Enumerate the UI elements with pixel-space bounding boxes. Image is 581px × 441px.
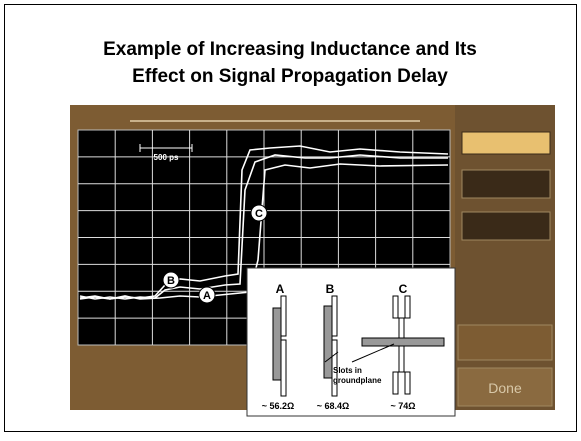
panel-field (461, 211, 551, 241)
marker-label: B (167, 275, 175, 287)
column-label: B (326, 282, 335, 296)
waveform (79, 145, 449, 300)
done-button[interactable] (457, 367, 553, 407)
marker: C (250, 204, 268, 222)
waveforms (79, 145, 449, 300)
impedance: ~ 74Ω (391, 401, 416, 411)
annotation: groundplane (333, 376, 382, 385)
trace-a (272, 295, 287, 397)
title-line: Effect on Signal Propagation Delay (132, 66, 448, 87)
inset: A B C Slots in groundplane ~ 56.2Ω ~ 68.… (246, 267, 456, 417)
trace-c (361, 295, 445, 395)
waveform (79, 163, 449, 300)
title-line: Example of Increasing Inductance and Its (103, 39, 477, 60)
marker: A (198, 286, 216, 304)
trace-b (323, 295, 338, 397)
marker-label: C (255, 208, 263, 220)
panel-field (461, 131, 551, 155)
pointer (351, 343, 395, 363)
waveform (79, 154, 448, 300)
marker: B (162, 271, 180, 289)
impedance: ~ 56.2Ω (262, 401, 295, 411)
column-label: C (399, 282, 408, 296)
impedance: ~ 68.4Ω (317, 401, 350, 411)
annotation: Slots in (333, 366, 362, 375)
pointer (324, 351, 339, 363)
panel-button (457, 324, 553, 361)
marker-label: A (203, 290, 211, 302)
panel-field (461, 169, 551, 199)
done-label[interactable]: Done (488, 380, 522, 396)
scale-label: 500 ps (154, 153, 179, 162)
column-label: A (276, 282, 285, 296)
